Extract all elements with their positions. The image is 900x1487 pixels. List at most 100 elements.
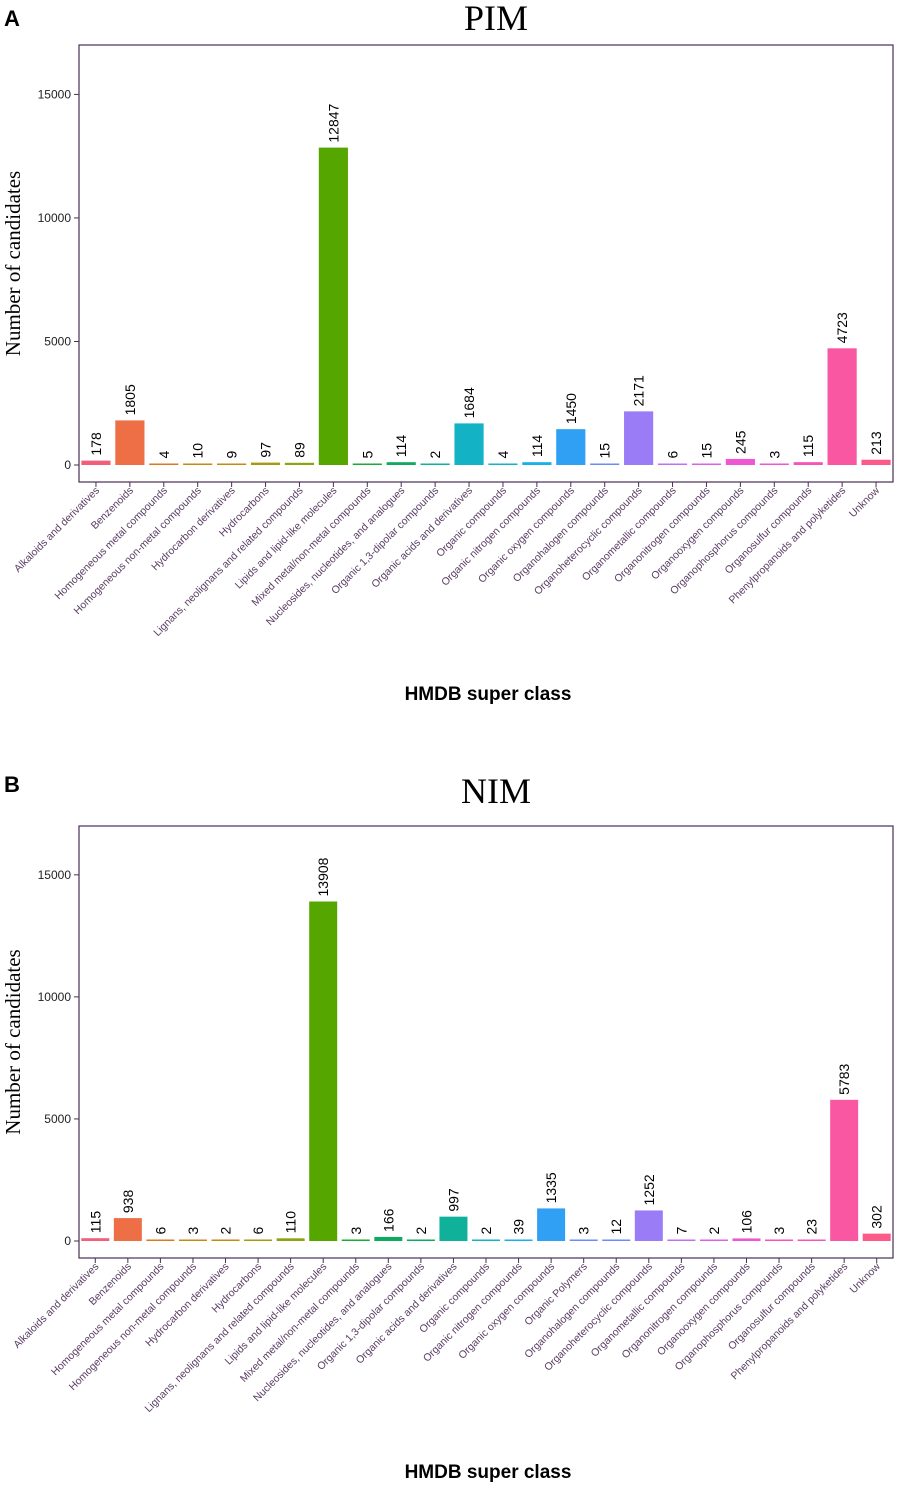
bar [276, 1238, 305, 1241]
data-label: 3 [185, 1227, 201, 1235]
bar [374, 1236, 403, 1241]
plot-frame [78, 44, 894, 483]
bar [81, 1238, 110, 1241]
data-label: 1335 [543, 1172, 559, 1203]
data-label: 106 [738, 1210, 754, 1234]
bar [504, 1239, 533, 1241]
data-label: 39 [511, 1219, 527, 1235]
bar [624, 411, 654, 465]
data-label: 2171 [631, 375, 647, 406]
bar [732, 1238, 761, 1241]
data-label: 213 [868, 431, 884, 455]
data-label: 3 [771, 1227, 787, 1235]
bar [488, 463, 518, 465]
data-label: 938 [120, 1190, 136, 1214]
bar [309, 901, 338, 1241]
y-tick-label: 10000 [38, 211, 72, 225]
bar [537, 1208, 566, 1241]
data-label: 1450 [563, 393, 579, 424]
bar [634, 1210, 663, 1241]
data-label: 2 [427, 451, 443, 459]
x-axis-label: HMDB super class [405, 684, 572, 705]
data-label: 2 [706, 1227, 722, 1235]
bar [250, 462, 281, 465]
chart-pim: PIM Number of candidates HMDB super class 0… [1, 0, 894, 705]
data-label: 2 [218, 1227, 234, 1235]
data-label: 1684 [461, 387, 477, 418]
bar [569, 1239, 598, 1241]
data-label: 115 [800, 435, 816, 458]
data-label: 12 [608, 1219, 624, 1235]
data-label: 2 [413, 1227, 429, 1235]
y-tick-label: 0 [64, 458, 71, 472]
bar [725, 458, 755, 465]
y-tick-label: 5000 [44, 1112, 71, 1126]
bar [439, 1216, 468, 1241]
x-tick-label: Unknow [848, 1260, 884, 1296]
bar [115, 420, 145, 465]
data-label: 302 [869, 1205, 885, 1229]
y-axis-label: Number of candidates [1, 171, 25, 356]
data-label: 13908 [315, 857, 331, 896]
data-label: 23 [804, 1219, 820, 1235]
data-label: 6 [250, 1227, 266, 1235]
bar [590, 463, 620, 465]
bar [522, 462, 552, 465]
bar [149, 463, 179, 465]
y-tick-label: 5000 [44, 334, 71, 348]
data-label: 6 [152, 1227, 168, 1235]
bar [699, 1239, 728, 1241]
bar [657, 463, 688, 465]
plot-frame [78, 825, 894, 1259]
bar [471, 1239, 501, 1241]
data-label: 3 [766, 451, 782, 459]
data-label: 997 [445, 1188, 461, 1212]
data-label: 110 [283, 1211, 299, 1234]
bar [386, 462, 416, 465]
bar [765, 1239, 794, 1241]
bar [113, 1218, 142, 1241]
bar [667, 1239, 696, 1241]
data-label: 5783 [836, 1063, 852, 1094]
data-label: 4 [495, 450, 511, 458]
bar [146, 1239, 175, 1241]
bar [211, 1239, 240, 1241]
data-label: 10 [190, 443, 206, 459]
y-tick-label: 10000 [38, 990, 72, 1004]
y-tick-label: 0 [64, 1234, 71, 1248]
data-label: 4723 [834, 312, 850, 343]
panel-label-b: B [4, 772, 20, 797]
bar [830, 1099, 859, 1241]
y-tick-label: 15000 [38, 868, 72, 882]
x-tick-label: Mixed metal/non-metal compounds [238, 1261, 362, 1385]
bar [244, 1239, 273, 1241]
data-label: 115 [87, 1211, 103, 1234]
data-label: 114 [529, 435, 545, 458]
data-label: 245 [732, 430, 748, 454]
chart-title: NIM [461, 771, 531, 811]
panel-label-a: A [4, 6, 20, 31]
bar [691, 463, 722, 465]
bar [341, 1239, 370, 1241]
bar [797, 1239, 826, 1241]
bar [183, 463, 213, 465]
data-label: 89 [291, 442, 307, 458]
bar [217, 463, 247, 465]
bar [81, 460, 111, 465]
data-label: 1252 [641, 1174, 657, 1205]
bar [284, 462, 315, 465]
data-label: 3 [576, 1227, 592, 1235]
data-label: 97 [258, 442, 274, 458]
data-label: 3 [348, 1227, 364, 1235]
chart-title: PIM [464, 0, 528, 38]
bar [861, 459, 891, 465]
data-label: 2 [478, 1227, 494, 1235]
data-label: 166 [380, 1208, 396, 1232]
data-label: 15 [698, 443, 714, 459]
bar [556, 429, 586, 465]
data-label: 178 [88, 432, 104, 456]
bar [759, 463, 789, 465]
bar [862, 1233, 891, 1241]
y-axis-label: Number of candidates [1, 949, 25, 1134]
